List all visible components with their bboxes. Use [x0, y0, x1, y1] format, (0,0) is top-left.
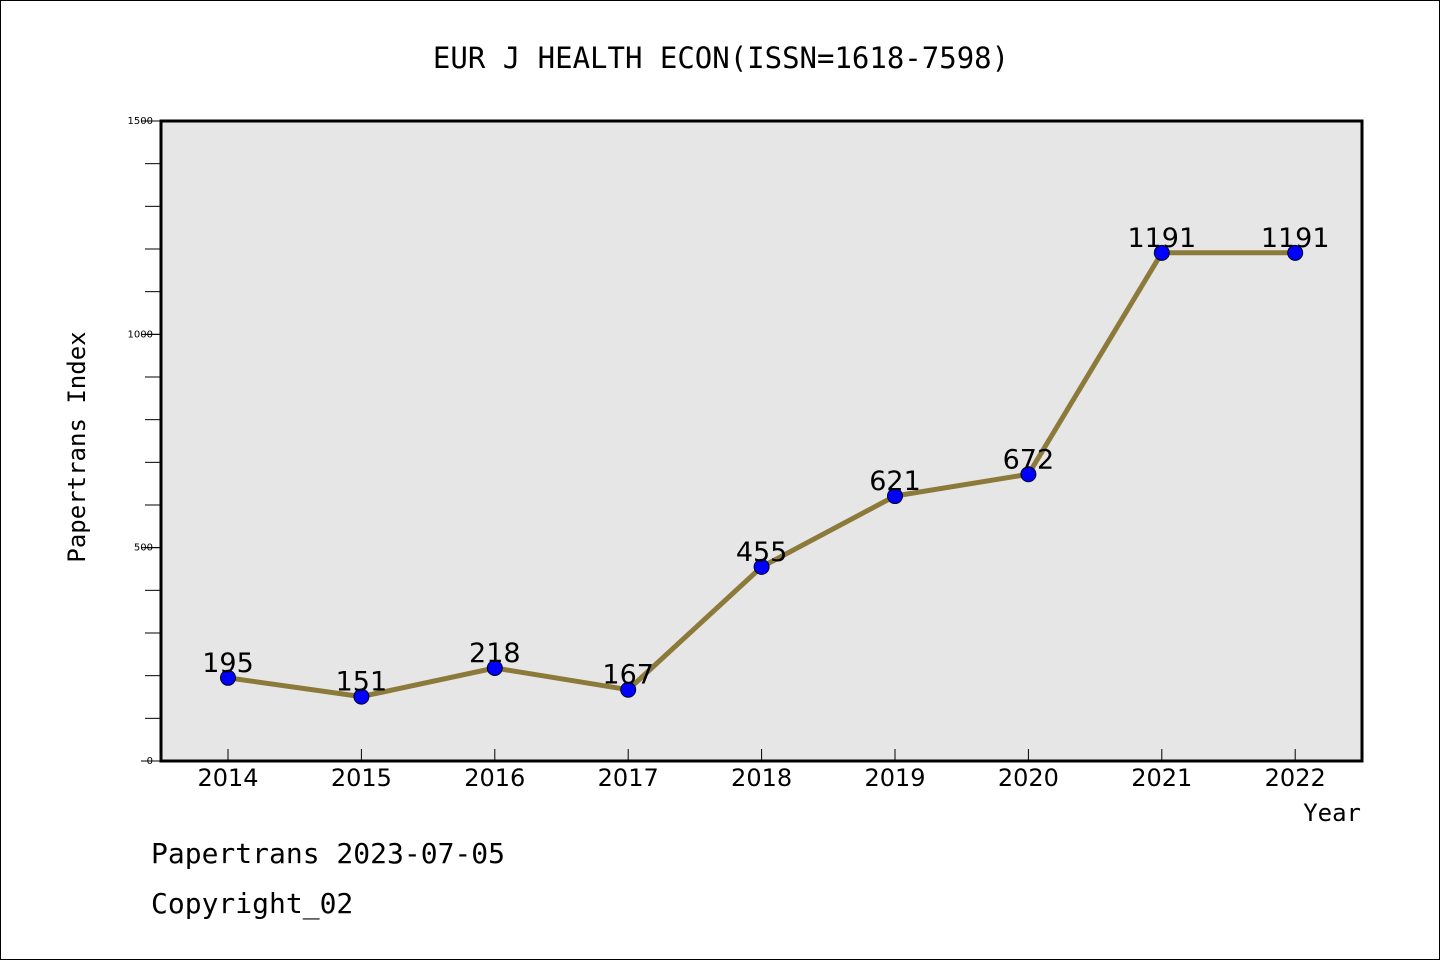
y-tick-label: 1000 [128, 329, 153, 340]
chart-title: EUR J HEALTH ECON(ISSN=1618-7598) [433, 41, 1009, 75]
x-tick-label: 2017 [598, 764, 659, 792]
y-tick-label: 500 [134, 543, 153, 554]
data-label: 195 [202, 648, 254, 679]
y-tick-label: 0 [147, 756, 153, 767]
y-tick-label: 1500 [128, 116, 153, 127]
x-axis-label: Year [1303, 799, 1361, 827]
data-point [486, 659, 503, 676]
plot-area [159, 119, 1364, 763]
x-tick-label: 2019 [864, 764, 925, 792]
data-label: 1191 [1261, 223, 1330, 254]
x-tick-label: 2016 [464, 764, 525, 792]
x-tick-label: 2018 [731, 764, 792, 792]
data-label: 455 [736, 537, 788, 568]
y-axis-minor-ticks [145, 120, 161, 762]
data-point [753, 558, 770, 575]
data-point [887, 488, 903, 505]
x-axis-ticks: 2014 2015 2016 2017 2018 2019 2020 2021 2022 [197, 749, 1326, 792]
x-tick-label: 2020 [998, 764, 1059, 792]
data-point [353, 688, 370, 705]
data-label: 151 [336, 667, 388, 698]
footer-copyright: Copyright_02 [151, 887, 354, 920]
data-point [220, 669, 236, 686]
data-point [620, 681, 637, 698]
footer-date: Papertrans 2023-07-05 [151, 837, 506, 870]
data-label: 218 [469, 638, 521, 669]
y-axis-ticks: 0 500 1000 1500 [128, 116, 161, 767]
x-tick-label: 2021 [1131, 764, 1192, 792]
x-tick-label: 2015 [331, 764, 392, 792]
data-point [1020, 466, 1037, 483]
data-points [220, 244, 1304, 705]
data-label: 621 [869, 466, 921, 497]
y-axis-label: Papertrans Index [63, 331, 91, 562]
data-label: 1191 [1127, 223, 1196, 254]
data-point [1287, 244, 1304, 261]
data-label: 167 [602, 660, 654, 691]
data-point [1153, 244, 1170, 261]
x-tick-label: 2022 [1265, 764, 1326, 792]
data-label: 672 [1003, 444, 1055, 475]
data-labels: 195 151 218 167 455 621 672 1191 1191 [202, 223, 1329, 698]
x-tick-label: 2014 [197, 764, 258, 792]
